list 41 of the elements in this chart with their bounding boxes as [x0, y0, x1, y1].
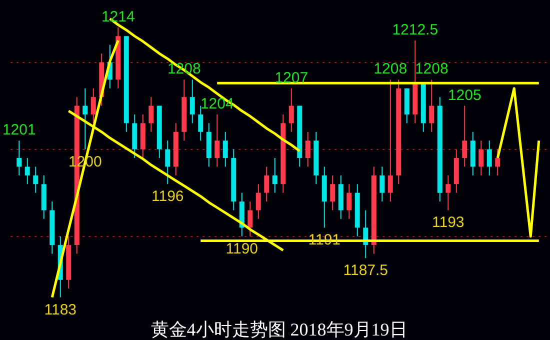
candlestick — [190, 79, 195, 124]
candlestick — [380, 166, 385, 202]
candlestick — [264, 166, 270, 202]
annotation: 1212.5 — [392, 21, 438, 38]
candlestick — [33, 166, 38, 194]
candlestick — [256, 184, 261, 220]
annotation: 1201 — [2, 122, 36, 139]
candlestick — [486, 140, 492, 176]
candlestick — [288, 88, 294, 132]
candlestick — [90, 88, 96, 124]
candlestick — [82, 88, 88, 150]
candlestick — [478, 140, 484, 176]
candlestick — [16, 140, 22, 176]
candlestick — [165, 140, 170, 185]
annotation: 1187.5 — [343, 262, 388, 280]
candlestick — [495, 148, 500, 176]
candlestick — [198, 105, 204, 142]
candlestick — [305, 131, 310, 168]
annotation: 1183 — [44, 301, 77, 318]
candlestick — [346, 184, 352, 220]
candlestick — [214, 114, 220, 168]
candlestick — [446, 174, 451, 211]
annotation: 1205 — [448, 86, 482, 104]
annotation: 1193 — [432, 214, 464, 232]
text: 黄金4小时走势图 2018年9月19日 — [150, 319, 408, 340]
candlestick — [462, 105, 468, 168]
candlestick — [330, 174, 336, 211]
annotation: 1190 — [226, 240, 258, 258]
candlestick — [148, 96, 154, 132]
candlestick — [248, 201, 253, 237]
annotation: 1207 — [274, 69, 308, 86]
annotation: 1208 — [414, 60, 448, 78]
candlestick — [388, 79, 393, 202]
annotation: 1214 — [101, 8, 135, 26]
annotation: 1208 — [374, 60, 408, 78]
annotation: 1196 — [151, 188, 184, 206]
annotation: 1204 — [200, 95, 234, 112]
candlestick — [24, 158, 30, 185]
candlestick — [429, 79, 434, 132]
candlestick — [272, 158, 278, 194]
candlestick — [222, 131, 228, 168]
